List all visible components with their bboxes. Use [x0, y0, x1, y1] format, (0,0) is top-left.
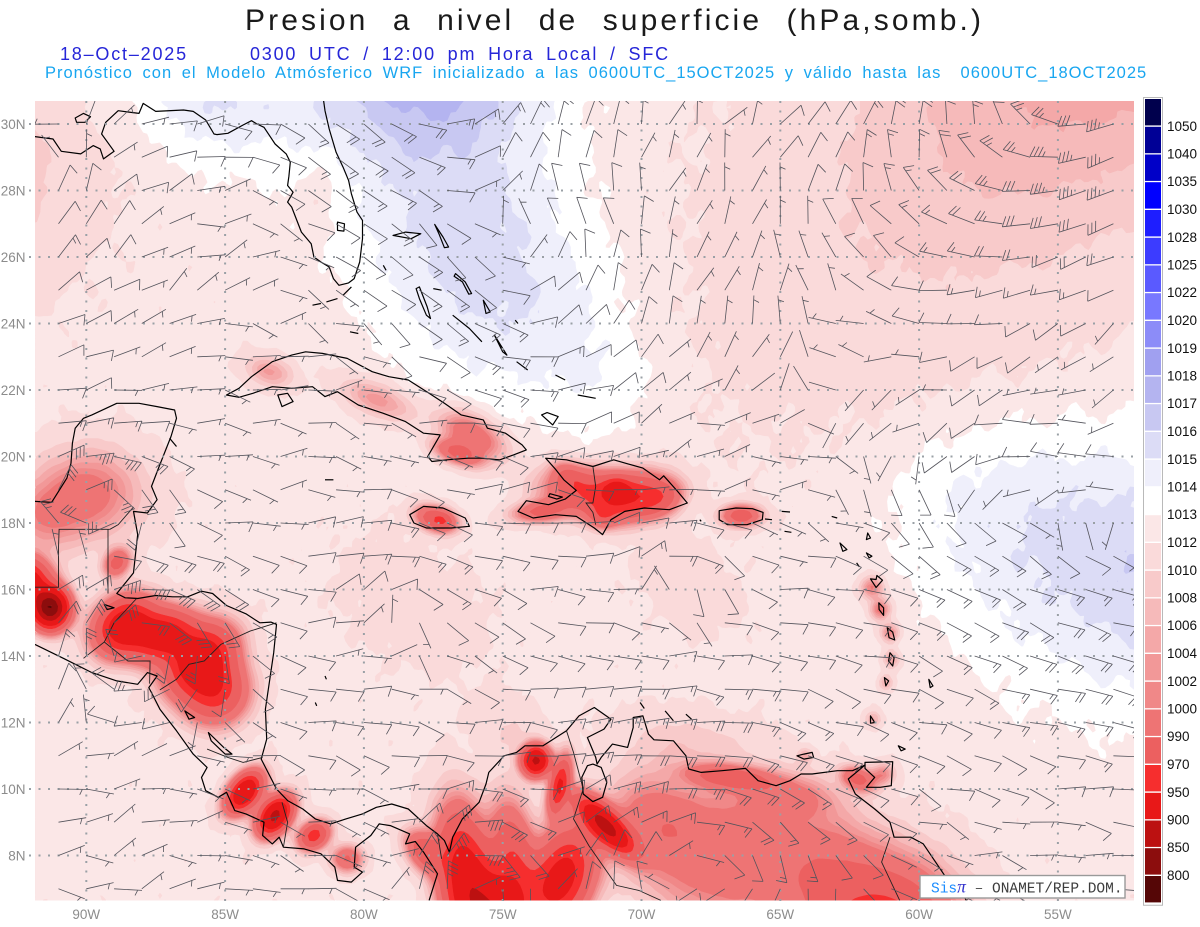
svg-text:26N: 26N: [1, 250, 26, 265]
svg-text:8N: 8N: [8, 848, 25, 863]
svg-text:1020: 1020: [1167, 313, 1197, 328]
svg-text:850: 850: [1167, 840, 1190, 855]
svg-text:85W: 85W: [211, 907, 239, 922]
svg-text:1025: 1025: [1167, 258, 1197, 273]
svg-text:12N: 12N: [1, 715, 26, 730]
svg-text:1008: 1008: [1167, 591, 1197, 606]
svg-text:970: 970: [1167, 757, 1190, 772]
svg-text:1014: 1014: [1167, 480, 1198, 495]
svg-text:30N: 30N: [1, 117, 26, 132]
svg-text:60W: 60W: [905, 907, 933, 922]
svg-text:28N: 28N: [1, 183, 26, 198]
svg-text:1013: 1013: [1167, 507, 1197, 522]
svg-text:1019: 1019: [1167, 341, 1197, 356]
svg-text:90W: 90W: [72, 907, 100, 922]
svg-text:950: 950: [1167, 785, 1190, 800]
svg-text:55W: 55W: [1044, 907, 1072, 922]
svg-text:16N: 16N: [1, 582, 26, 597]
svg-text:18N: 18N: [1, 516, 26, 531]
svg-text:1015: 1015: [1167, 452, 1197, 467]
svg-text:800: 800: [1167, 868, 1190, 883]
svg-text:1030: 1030: [1167, 202, 1197, 217]
svg-text:1022: 1022: [1167, 285, 1197, 300]
svg-text:1018: 1018: [1167, 369, 1197, 384]
svg-text:1040: 1040: [1167, 147, 1197, 162]
svg-text:1035: 1035: [1167, 174, 1197, 189]
svg-text:1012: 1012: [1167, 535, 1197, 550]
svg-text:1002: 1002: [1167, 674, 1197, 689]
svg-text:1004: 1004: [1167, 646, 1198, 661]
svg-text:24N: 24N: [1, 316, 26, 331]
svg-text:1016: 1016: [1167, 424, 1197, 439]
svg-text:1028: 1028: [1167, 230, 1197, 245]
svg-text:Sisπ – ONAMET/REP.DOM.: Sisπ – ONAMET/REP.DOM.: [931, 877, 1123, 898]
svg-text:22N: 22N: [1, 383, 26, 398]
svg-text:990: 990: [1167, 729, 1190, 744]
svg-text:1010: 1010: [1167, 563, 1197, 578]
svg-text:70W: 70W: [628, 907, 656, 922]
svg-text:1000: 1000: [1167, 702, 1197, 717]
svg-text:10N: 10N: [1, 782, 26, 797]
svg-text:14N: 14N: [1, 649, 26, 664]
svg-text:1017: 1017: [1167, 396, 1197, 411]
svg-text:20N: 20N: [1, 449, 26, 464]
svg-text:65W: 65W: [766, 907, 794, 922]
svg-text:1006: 1006: [1167, 618, 1197, 633]
svg-text:900: 900: [1167, 813, 1190, 828]
svg-text:75W: 75W: [489, 907, 517, 922]
svg-text:1050: 1050: [1167, 119, 1197, 134]
svg-text:80W: 80W: [350, 907, 378, 922]
